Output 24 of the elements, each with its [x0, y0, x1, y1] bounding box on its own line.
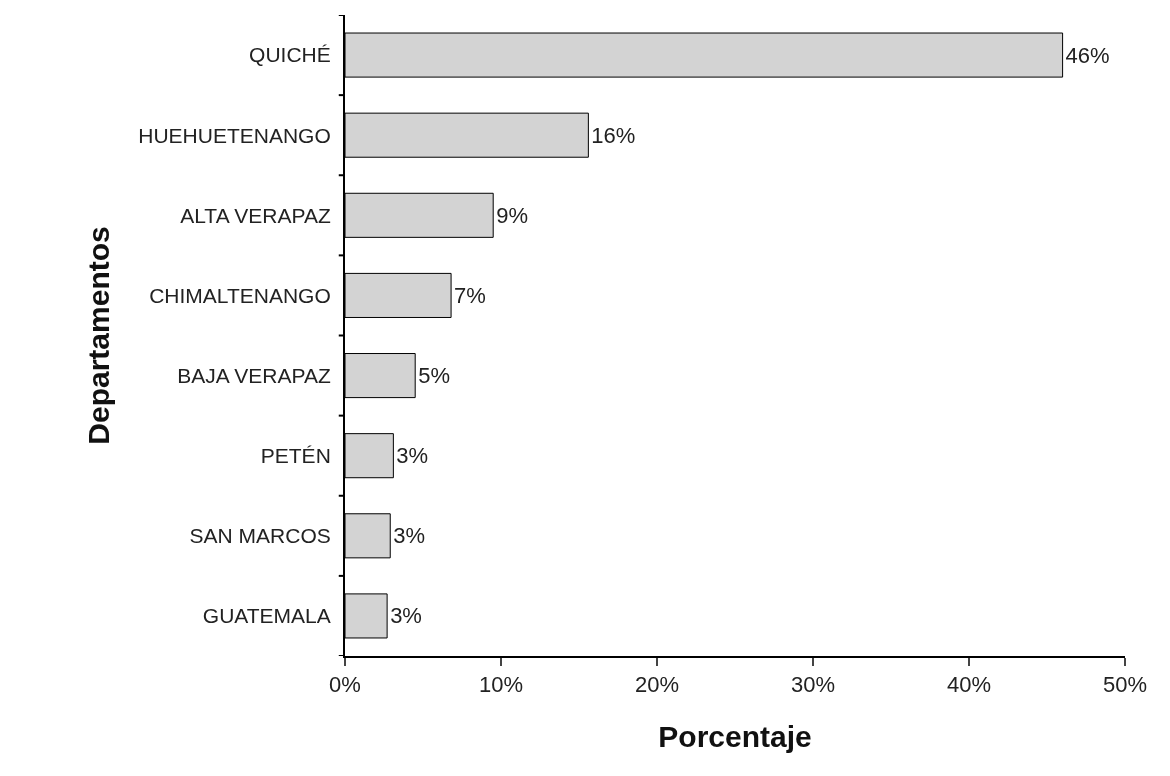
y-tick-label: PETÉN — [260, 444, 331, 468]
data-label: 3% — [390, 603, 422, 629]
data-label: 3% — [396, 443, 429, 469]
x-tick-label: 50% — [1102, 672, 1148, 698]
data-label: 16% — [591, 122, 636, 148]
x-tick-label: 30% — [790, 672, 836, 698]
y-tick-label: HUEHUETENANGO — [138, 123, 331, 147]
y-tick-label: ALTA VERAPAZ — [180, 203, 331, 227]
data-label: 9% — [496, 202, 528, 228]
y-tick-label: CHIMALTENANGO — [149, 283, 331, 307]
x-tick-label: 40% — [946, 672, 992, 698]
data-label: 5% — [418, 363, 450, 389]
data-label: 7% — [454, 282, 486, 308]
x-tick-label: 20% — [634, 672, 680, 698]
x-axis-title: Porcentaje — [658, 720, 812, 754]
data-label: 3% — [393, 523, 426, 549]
data-label: 46% — [1065, 42, 1110, 68]
y-tick-label: GUATEMALA — [202, 604, 331, 628]
x-tick-label: 10% — [478, 672, 524, 698]
y-tick-label: SAN MARCOS — [189, 524, 331, 548]
y-tick-label: QUICHÉ — [249, 43, 331, 67]
x-tick-label: 0% — [329, 672, 361, 698]
y-tick-label: BAJA VERAPAZ — [177, 363, 331, 387]
y-axis-title: Departamentos — [81, 226, 115, 445]
